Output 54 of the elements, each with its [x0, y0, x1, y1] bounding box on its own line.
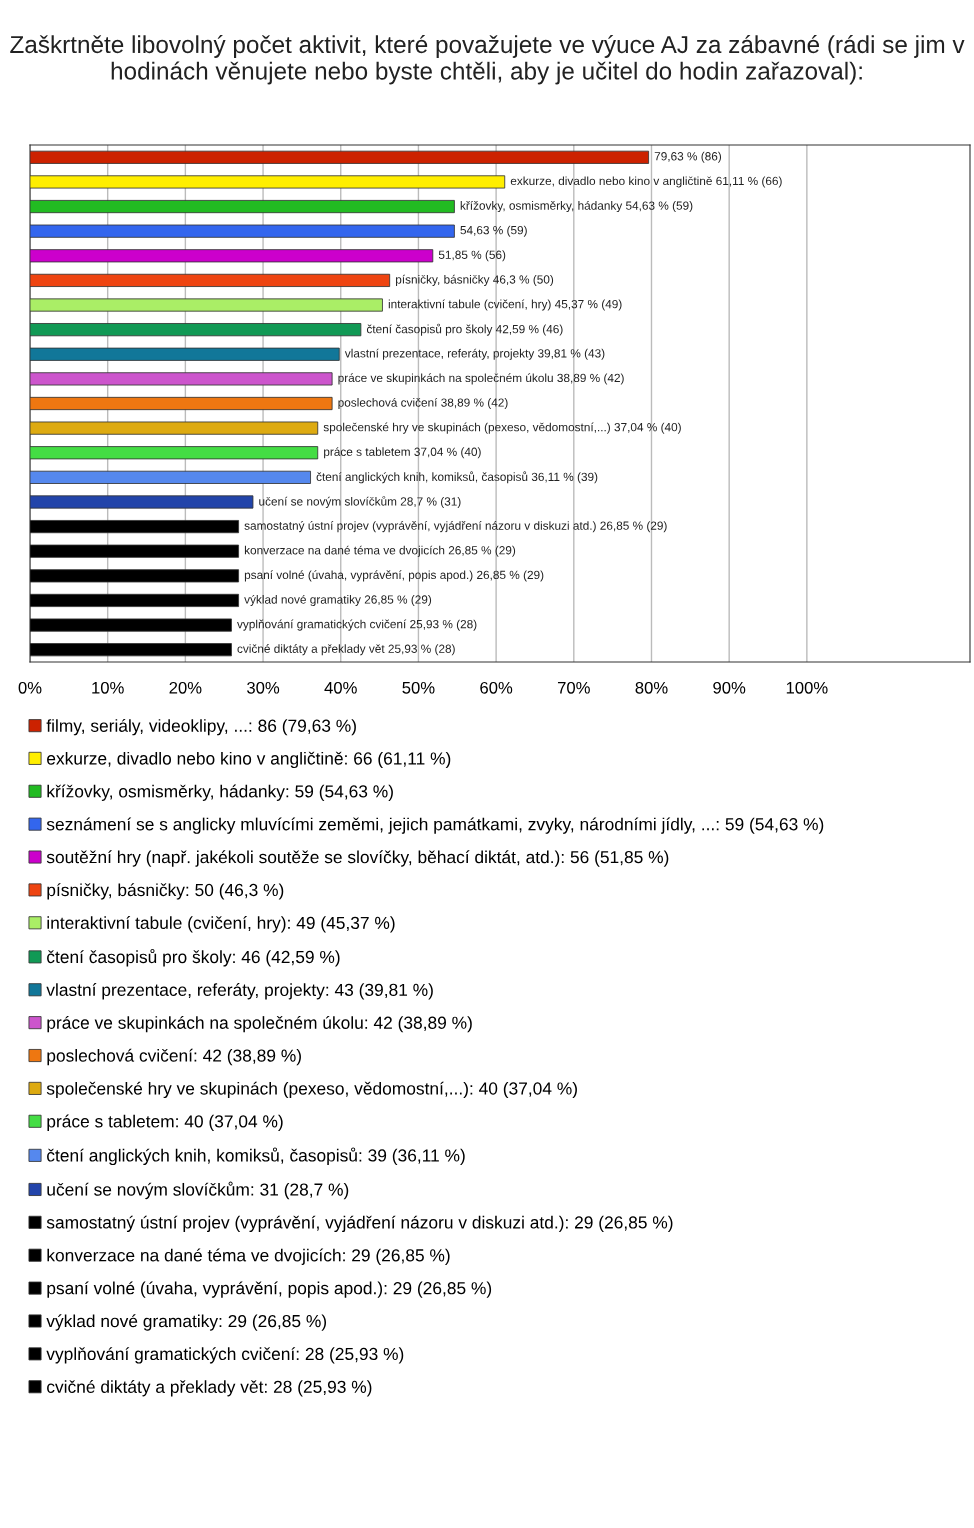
x-tick-label: 60%	[480, 681, 513, 694]
data-label: interaktivní tabule (cvičení, hry) 45,37 % (49)	[388, 299, 622, 311]
legend-label: filmy, seriály, videoklipy, ...: 86 (79,63 %)	[46, 718, 356, 736]
x-tick-label: 40%	[324, 681, 357, 694]
data-label: 54,63 % (59)	[460, 225, 527, 237]
legend-label: společenské hry ve skupinách (pexeso, vědomostní,...): 40 (37,04 %)	[46, 1081, 577, 1099]
data-label: 79,63 % (86)	[654, 151, 722, 163]
legend-label: poslechová cvičení: 42 (38,89 %)	[47, 1048, 301, 1066]
data-label: práce ve skupinkách na společném úkolu 38,89 % (42)	[338, 373, 624, 385]
data-label: poslechová cvičení 38,89 % (42)	[338, 397, 508, 410]
legend-label: samostatný ústní projev (vyprávění, vyjádření názoru v diskuzi atd.): 29 (26,85 %)	[46, 1215, 673, 1233]
x-tick-label: 0%	[18, 681, 42, 694]
legend-label: exkurze, divadlo nebo kino v angličtině: 66 (61,11 %)	[47, 751, 451, 769]
x-tick-label: 50%	[402, 681, 435, 694]
data-label: učení se novým slovíčkům 28,7 % (31)	[259, 495, 461, 508]
data-label: společenské hry ve skupinách (pexeso, vědomostní,...) 37,04 % (40)	[323, 422, 681, 434]
legend-label: čtení časopisů pro školy: 46 (42,59 %)	[47, 948, 340, 967]
legend-label: práce s tabletem: 40 (37,04 %)	[47, 1114, 283, 1131]
legend-label: seznámení se s anglicky mluvícími zeměmi, jejich památkami, zvyky, národními jídly, ...: 59 (54,63 %)	[46, 817, 824, 834]
legend-label: písničky, básničky: 50 (46,3 %)	[47, 883, 284, 900]
chart-title: Zaškrtněte libovolný počet aktivit, které považujete ve výuce AJ za zábavné (rádi se jim v hodinách věnujete nebo byste chtěli, aby je učitel do hodin zařazoval):	[10, 35, 965, 85]
x-tick-label: 90%	[713, 681, 746, 694]
x-tick-label: 80%	[635, 681, 668, 694]
x-tick-label: 100%	[786, 681, 828, 694]
legend-label: učení se novým slovíčkům: 31 (28,7 %)	[47, 1181, 349, 1200]
x-tick-label: 30%	[247, 681, 280, 694]
legend-label: psaní volné (úvaha, vyprávění, popis apod.): 29 (26,85 %)	[47, 1281, 492, 1298]
data-label: vlastní prezentace, referáty, projekty 39,81 % (43)	[344, 348, 605, 360]
legend-label: vlastní prezentace, referáty, projekty: 43 (39,81 %)	[46, 983, 433, 1000]
data-label: vyplňování gramatických cvičení 25,93 % (28)	[237, 619, 477, 631]
legend-label: vyplňování gramatických cvičení: 28 (25,93 %)	[46, 1347, 404, 1364]
data-label: čtení časopisů pro školy 42,59 % (46)	[366, 323, 563, 336]
data-label: čtení anglických knih, komiksů, časopisů 36,11 % (39)	[316, 471, 598, 484]
legend-label: čtení anglických knih, komiksů, časopisů: 39 (36,11 %)	[47, 1147, 465, 1166]
x-tick-label: 10%	[92, 681, 124, 694]
data-label: 51,85 % (56)	[438, 250, 506, 262]
data-label: konverzace na dané téma ve dvojicích 26,85 % (29)	[244, 545, 516, 557]
data-label: písničky, básničky 46,3 % (50)	[396, 274, 554, 286]
data-label: výklad nové gramatiky 26,85 % (29)	[244, 594, 432, 607]
legend-label: soutěžní hry (např. jakékoli soutěže se slovíčky, běhací diktát, atd.): 56 (51,85 %)	[46, 850, 669, 867]
data-label: práce s tabletem 37,04 % (40)	[324, 447, 481, 459]
data-label: psaní volné (úvaha, vyprávění, popis apod.) 26,85 % (29)	[244, 570, 544, 582]
legend-label: práce ve skupinkách na společném úkolu: 42 (38,89 %)	[47, 1015, 472, 1033]
legend-label: křížovky, osmisměrky, hádanky: 59 (54,63 %)	[47, 784, 393, 801]
legend-label: interaktivní tabule (cvičení, hry): 49 (45,37 %)	[47, 916, 395, 933]
x-tick-label: 70%	[557, 681, 590, 694]
legend-label: cvičné diktáty a překlady vět: 28 (25,93 %)	[47, 1380, 372, 1397]
data-label: exkurze, divadlo nebo kino v angličtině 61,11 % (66)	[510, 176, 782, 188]
legend-label: konverzace na dané téma ve dvojicích: 29 (26,85 %)	[47, 1248, 450, 1265]
data-label: cvičné diktáty a překlady vět 25,93 % (28)	[237, 644, 455, 656]
data-label: samostatný ústní projev (vyprávění, vyjádření názoru v diskuzi atd.) 26,85 % (29)	[244, 521, 667, 533]
data-label: křížovky, osmisměrky, hádanky 54,63 % (59)	[460, 200, 693, 213]
x-tick-label: 20%	[169, 681, 202, 694]
legend-label: výklad nové gramatiky: 29 (26,85 %)	[46, 1314, 327, 1331]
